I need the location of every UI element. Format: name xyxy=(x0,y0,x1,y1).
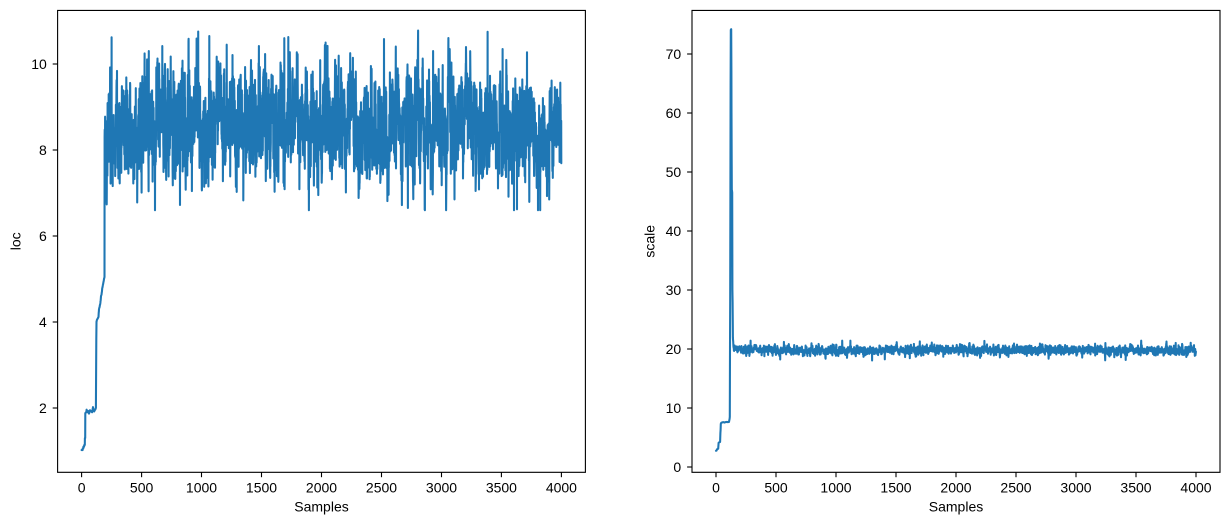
svg-text:3500: 3500 xyxy=(486,480,517,496)
svg-text:4000: 4000 xyxy=(546,480,577,496)
svg-text:1000: 1000 xyxy=(820,480,851,496)
svg-text:8: 8 xyxy=(39,142,47,158)
svg-text:2000: 2000 xyxy=(940,480,971,496)
svg-text:2000: 2000 xyxy=(306,480,337,496)
svg-text:60: 60 xyxy=(666,105,682,121)
svg-text:10: 10 xyxy=(31,56,47,72)
svg-text:1500: 1500 xyxy=(880,480,911,496)
svg-text:4000: 4000 xyxy=(1180,480,1211,496)
svg-text:3500: 3500 xyxy=(1120,480,1151,496)
svg-text:loc: loc xyxy=(8,232,24,250)
svg-text:1000: 1000 xyxy=(186,480,217,496)
svg-text:Samples: Samples xyxy=(294,499,348,515)
svg-text:1500: 1500 xyxy=(246,480,277,496)
svg-text:50: 50 xyxy=(666,164,682,180)
svg-text:0: 0 xyxy=(712,480,720,496)
svg-text:2500: 2500 xyxy=(366,480,397,496)
svg-text:70: 70 xyxy=(666,46,682,62)
svg-text:scale: scale xyxy=(642,225,658,258)
svg-text:3000: 3000 xyxy=(426,480,457,496)
svg-text:Samples: Samples xyxy=(929,499,983,515)
svg-text:6: 6 xyxy=(39,228,47,244)
svg-text:3000: 3000 xyxy=(1060,480,1091,496)
svg-text:4: 4 xyxy=(39,314,47,330)
svg-text:2: 2 xyxy=(39,400,47,416)
svg-text:10: 10 xyxy=(666,400,682,416)
svg-text:0: 0 xyxy=(673,459,681,475)
svg-text:40: 40 xyxy=(666,223,682,239)
svg-text:30: 30 xyxy=(666,282,682,298)
svg-text:0: 0 xyxy=(78,480,86,496)
svg-text:2500: 2500 xyxy=(1000,480,1031,496)
svg-text:20: 20 xyxy=(666,341,682,357)
svg-text:500: 500 xyxy=(130,480,154,496)
svg-text:500: 500 xyxy=(764,480,788,496)
